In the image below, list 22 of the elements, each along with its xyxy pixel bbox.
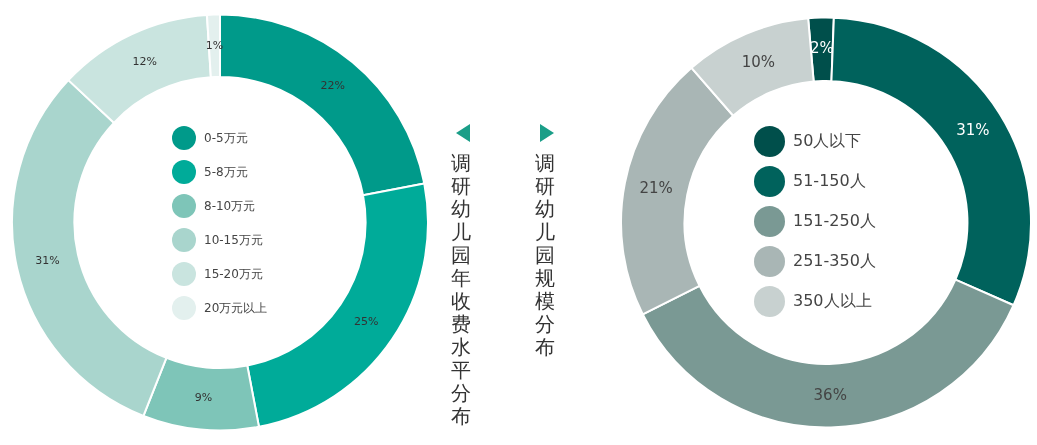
legend-label: 8-10万元	[204, 197, 256, 215]
legend-label: 15-20万元	[204, 265, 263, 283]
data-label: 22%	[320, 79, 345, 93]
legend-label: 20万元以上	[204, 299, 268, 317]
data-label: 31%	[956, 120, 990, 139]
chart-title: 调研幼儿园规模分布	[535, 151, 555, 359]
legend-label: 251-350人	[793, 251, 876, 272]
data-label: 25%	[354, 314, 379, 328]
legend-label: 50人以下	[793, 131, 862, 152]
data-label: 36%	[813, 385, 847, 404]
legend-label: 5-8万元	[204, 163, 248, 181]
data-label: 31%	[35, 253, 60, 267]
legend-label: 51-150人	[793, 171, 866, 192]
legend-label: 0-5万元	[204, 129, 248, 147]
legend-label: 151-250人	[793, 211, 876, 232]
data-label: 10%	[741, 52, 775, 71]
data-label: 12%	[132, 55, 157, 69]
legend-label: 350人以上	[793, 291, 872, 312]
data-label: 21%	[639, 178, 673, 197]
data-label: 9%	[194, 391, 213, 405]
legend-label: 10-15万元	[204, 231, 263, 249]
chart-title: 调研幼儿园年收费水平分布	[451, 151, 471, 428]
